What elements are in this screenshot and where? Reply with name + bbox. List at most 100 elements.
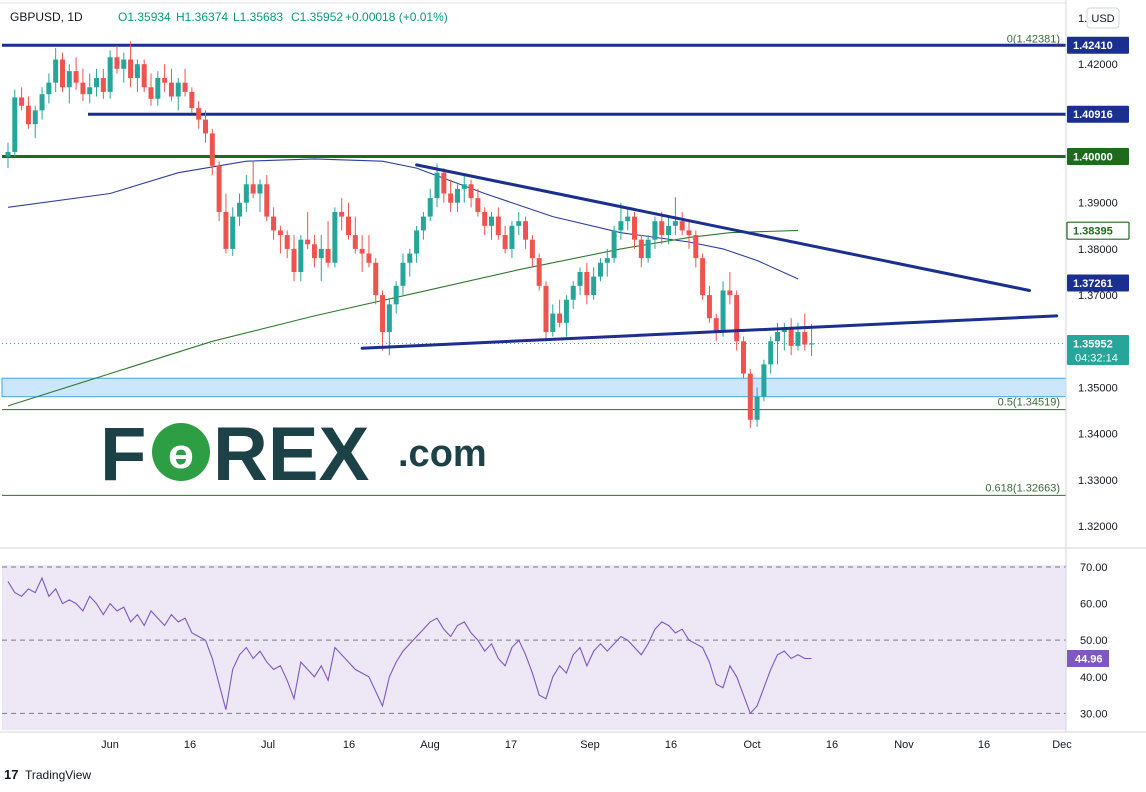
time-axis[interactable]: Jun 16 Jul 16 Aug 17 Sep 16 Oct 16 Nov 16 Dec xyxy=(101,739,1072,751)
candle-body xyxy=(597,262,603,277)
candle-body xyxy=(223,211,229,249)
candle-body xyxy=(100,78,106,92)
level-tag-1.38395 xyxy=(1066,221,1130,240)
candle-body xyxy=(46,82,52,95)
tradingview-logo-text: TradingView xyxy=(25,768,91,782)
rsi-tick: 50.00 xyxy=(1080,635,1108,647)
symbol-header: GBPUSD, 1D O1.35934 H1.36374 L1.35683 C1… xyxy=(10,10,448,24)
candle-body xyxy=(19,97,25,106)
candle-body xyxy=(720,290,726,333)
candle-body xyxy=(734,295,740,342)
time-tick: 16 xyxy=(978,739,990,751)
candle-body xyxy=(693,235,699,259)
candle-body xyxy=(577,272,583,286)
candle-body xyxy=(454,188,460,203)
candle-body xyxy=(427,198,433,217)
candle-body xyxy=(754,396,760,420)
candles-layer xyxy=(5,41,815,429)
candle-body xyxy=(659,221,665,236)
candle-body xyxy=(94,78,100,88)
candle-body xyxy=(284,235,290,249)
candle-body xyxy=(591,276,597,296)
rsi-last-tag xyxy=(1067,649,1109,667)
candle-body xyxy=(740,341,746,374)
candle-body xyxy=(128,59,134,79)
candle-body xyxy=(482,211,488,226)
candle-body xyxy=(298,239,304,272)
candle-body xyxy=(550,313,556,333)
candle-body xyxy=(386,304,392,333)
candle-body xyxy=(475,198,481,212)
time-tick: Dec xyxy=(1052,739,1072,751)
candle-body xyxy=(809,343,815,345)
candle-body xyxy=(66,71,72,88)
candle-body xyxy=(461,184,467,189)
candle-body xyxy=(509,225,515,249)
level-tag-text: 1.37261 xyxy=(1073,278,1113,290)
rsi-tick: 60.00 xyxy=(1080,599,1108,611)
candle-body xyxy=(652,221,658,240)
candle-body xyxy=(12,97,18,152)
time-tick: Sep xyxy=(580,739,600,751)
candle-body xyxy=(706,295,712,319)
currency-label: USD xyxy=(1091,13,1114,25)
candle-body xyxy=(393,285,399,305)
candle-body xyxy=(366,253,372,263)
candle-body xyxy=(250,184,256,194)
candle-body xyxy=(529,239,535,259)
candle-body xyxy=(134,64,140,79)
candle-body xyxy=(611,230,617,259)
candle-body xyxy=(795,332,801,346)
candle-body xyxy=(666,225,672,236)
candle-body xyxy=(700,258,706,296)
level-tag-1.40916 xyxy=(1067,105,1129,123)
time-tick: 17 xyxy=(505,739,517,751)
candle-body xyxy=(434,172,440,199)
support-zone xyxy=(1,377,1067,398)
rsi-last-text: 44.96 xyxy=(1075,653,1103,665)
forex-watermark: F ɵ REX .com xyxy=(100,412,487,497)
candle-body xyxy=(802,332,808,345)
candle-body xyxy=(604,258,610,263)
candle-body xyxy=(373,262,379,296)
candle-body xyxy=(679,221,685,231)
candle-body xyxy=(441,172,447,194)
price-tick: 1.33000 xyxy=(1078,475,1118,487)
candle-body xyxy=(468,184,474,199)
rsi-axis[interactable]: 70.00 60.00 50.00 40.00 30.00 44.96 xyxy=(1067,562,1109,720)
candle-body xyxy=(257,184,263,194)
support-zone-layer xyxy=(1,377,1067,398)
candle-body xyxy=(400,262,406,286)
trendlines-layer xyxy=(360,163,1059,350)
candle-body xyxy=(638,239,644,259)
candle-body xyxy=(339,211,345,217)
currency-button[interactable] xyxy=(1086,7,1120,29)
time-tick: Jun xyxy=(101,739,119,751)
candle-body xyxy=(216,165,222,212)
high-value: H1.36374 xyxy=(176,10,228,24)
candle-body xyxy=(625,216,631,222)
candle-body xyxy=(407,253,413,263)
watermark-o-glyph: ɵ xyxy=(168,430,194,477)
level-tag-text: 1.35952 xyxy=(1073,338,1113,350)
level-tag-text: 1.40000 xyxy=(1073,152,1113,164)
candle-body xyxy=(727,290,733,296)
candle-body xyxy=(563,299,569,323)
candle-body xyxy=(237,202,243,217)
moving-average-200 xyxy=(7,229,799,407)
candle-body xyxy=(495,216,501,236)
candle-body xyxy=(632,216,638,240)
candle-body xyxy=(420,216,426,231)
tradingview-logo[interactable]: 17 TradingView xyxy=(4,767,91,782)
level-tag-1.40000 xyxy=(1067,148,1129,166)
candle-body xyxy=(672,221,678,226)
candle-body xyxy=(346,216,351,236)
price-tick: 1.35000 xyxy=(1078,382,1118,394)
fib-label-2: 0.618(1.32663) xyxy=(985,482,1060,494)
horizontal-levels-layer: 0(1.42381) 0.5(1.34519) 0.618(1.32663) xyxy=(2,34,1066,496)
price-tick: 1.34000 xyxy=(1078,429,1118,441)
symbol-label[interactable]: GBPUSD, 1D xyxy=(10,10,83,24)
close-value: C1.35952 xyxy=(291,10,343,24)
open-value: O1.35934 xyxy=(118,10,171,24)
